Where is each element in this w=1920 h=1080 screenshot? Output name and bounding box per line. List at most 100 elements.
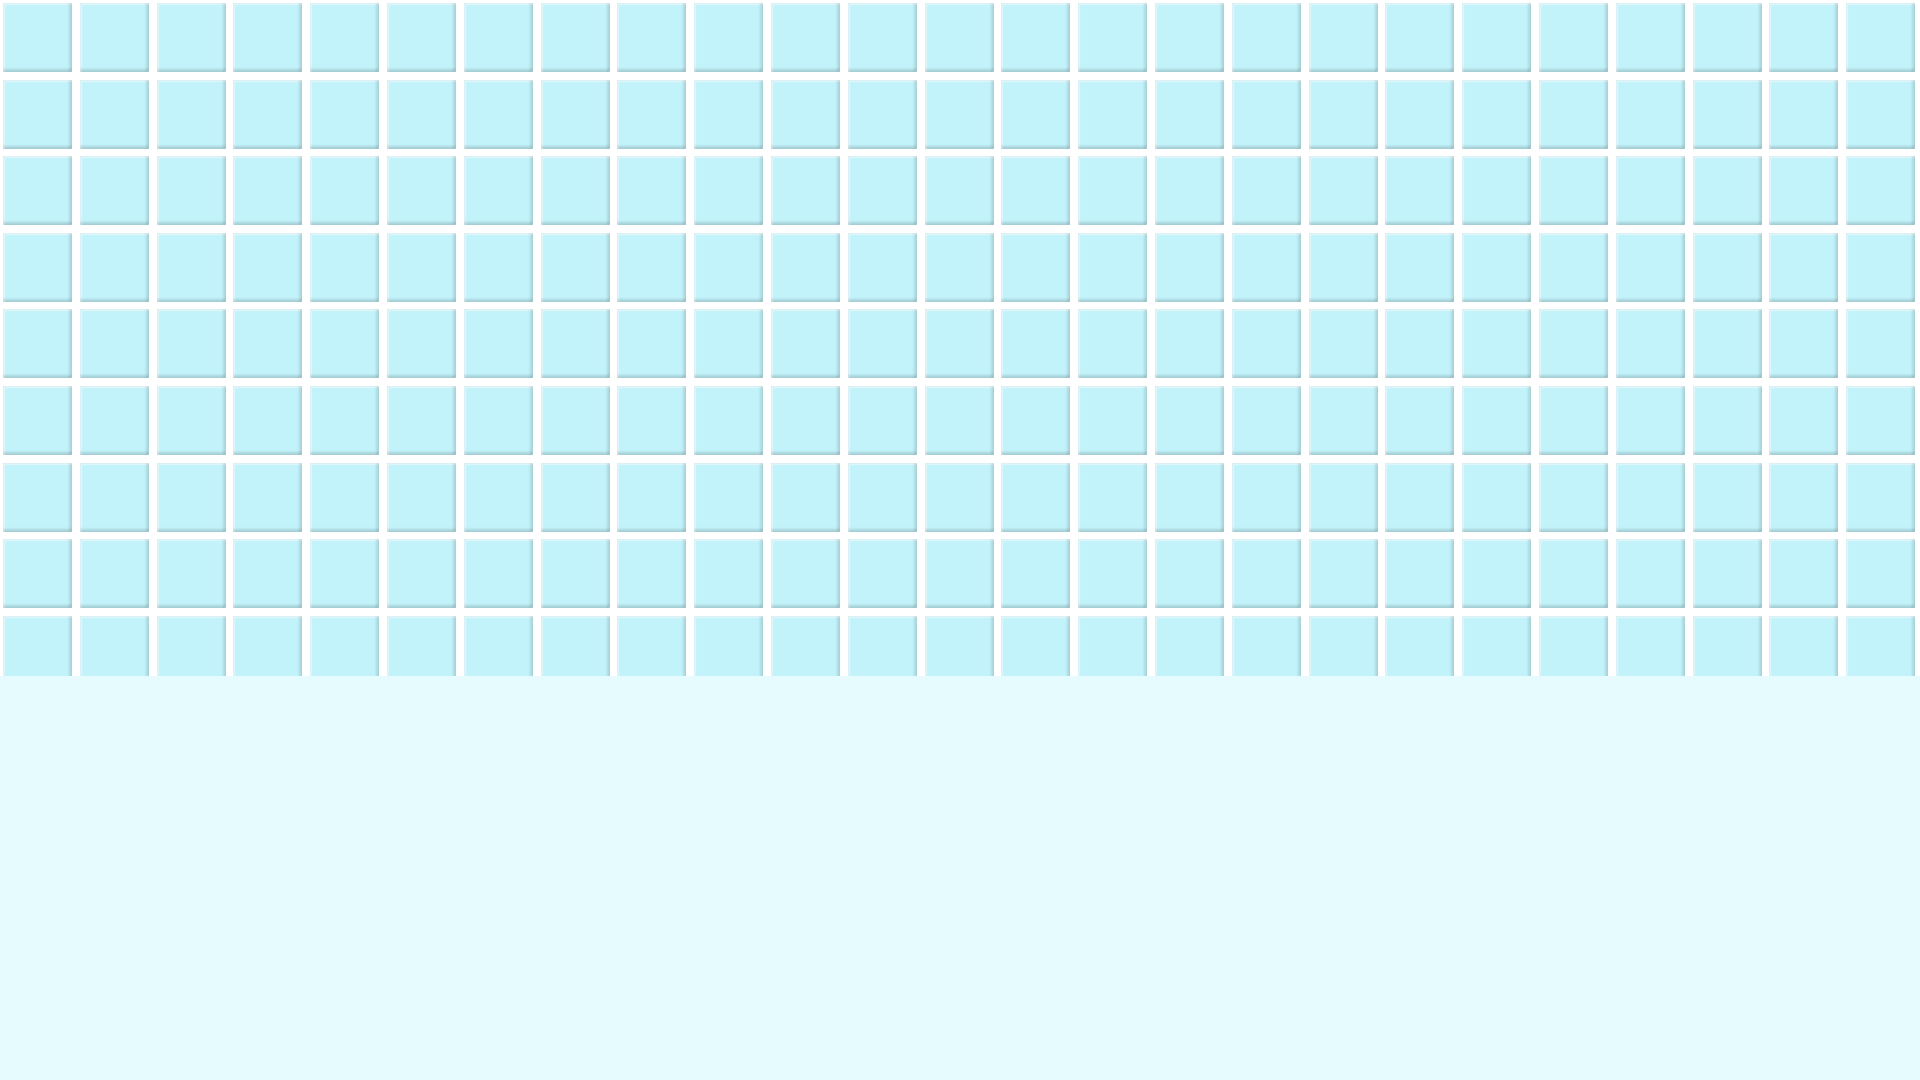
grid-tile[interactable] <box>1078 232 1148 302</box>
grid-tile[interactable] <box>924 309 994 379</box>
grid-tile[interactable] <box>1231 232 1301 302</box>
grid-tile[interactable] <box>1231 309 1301 379</box>
grid-tile[interactable] <box>540 3 610 72</box>
grid-tile[interactable] <box>387 232 456 302</box>
grid-tile[interactable] <box>1001 539 1071 609</box>
grid-tile[interactable] <box>1308 79 1378 149</box>
grid-tile[interactable] <box>1001 79 1071 149</box>
grid-tile[interactable] <box>924 386 994 455</box>
grid-tile[interactable] <box>310 462 380 532</box>
grid-tile[interactable] <box>1078 309 1148 379</box>
grid-tile[interactable] <box>1078 462 1148 532</box>
grid-tile[interactable] <box>3 79 72 149</box>
grid-tile[interactable] <box>156 232 226 302</box>
grid-tile[interactable] <box>1001 3 1071 72</box>
grid-tile[interactable] <box>1308 386 1378 455</box>
grid-tile[interactable] <box>3 232 72 302</box>
grid-tile[interactable] <box>847 3 917 72</box>
grid-tile[interactable] <box>540 79 610 149</box>
grid-tile[interactable] <box>1769 462 1839 532</box>
grid-tile[interactable] <box>540 462 610 532</box>
grid-tile[interactable] <box>1155 79 1224 149</box>
grid-tile[interactable] <box>79 615 149 676</box>
grid-tile[interactable] <box>1769 615 1839 676</box>
grid-tile[interactable] <box>694 386 764 455</box>
grid-tile[interactable] <box>463 462 533 532</box>
grid-tile[interactable] <box>1462 79 1532 149</box>
grid-tile[interactable] <box>310 232 380 302</box>
grid-tile[interactable] <box>1462 309 1532 379</box>
grid-tile[interactable] <box>463 79 533 149</box>
grid-tile[interactable] <box>924 462 994 532</box>
grid-tile[interactable] <box>847 232 917 302</box>
grid-tile[interactable] <box>1001 309 1071 379</box>
grid-tile[interactable] <box>1155 156 1224 226</box>
grid-tile[interactable] <box>387 156 456 226</box>
grid-tile[interactable] <box>1308 539 1378 609</box>
grid-tile[interactable] <box>1001 615 1071 676</box>
grid-tile[interactable] <box>79 3 149 72</box>
grid-tile[interactable] <box>1692 232 1762 302</box>
grid-tile[interactable] <box>1155 386 1224 455</box>
grid-tile[interactable] <box>1539 232 1608 302</box>
grid-tile[interactable] <box>233 462 303 532</box>
grid-tile[interactable] <box>1078 156 1148 226</box>
grid-tile[interactable] <box>233 156 303 226</box>
grid-tile[interactable] <box>1385 462 1455 532</box>
grid-tile[interactable] <box>1078 3 1148 72</box>
grid-tile[interactable] <box>233 79 303 149</box>
grid-tile[interactable] <box>156 615 226 676</box>
grid-tile[interactable] <box>233 386 303 455</box>
grid-tile[interactable] <box>694 539 764 609</box>
grid-tile[interactable] <box>1462 539 1532 609</box>
grid-tile[interactable] <box>1769 232 1839 302</box>
grid-tile[interactable] <box>1385 615 1455 676</box>
grid-tile[interactable] <box>1846 309 1916 379</box>
grid-tile[interactable] <box>1846 3 1916 72</box>
grid-tile[interactable] <box>79 309 149 379</box>
grid-tile[interactable] <box>1462 462 1532 532</box>
grid-tile[interactable] <box>1308 232 1378 302</box>
grid-tile[interactable] <box>924 232 994 302</box>
grid-tile[interactable] <box>387 79 456 149</box>
grid-tile[interactable] <box>79 386 149 455</box>
grid-tile[interactable] <box>1155 615 1224 676</box>
grid-tile[interactable] <box>310 539 380 609</box>
grid-tile[interactable] <box>156 79 226 149</box>
grid-tile[interactable] <box>1615 309 1685 379</box>
grid-tile[interactable] <box>1615 386 1685 455</box>
grid-tile[interactable] <box>156 309 226 379</box>
grid-tile[interactable] <box>387 615 456 676</box>
grid-tile[interactable] <box>1539 79 1608 149</box>
grid-tile[interactable] <box>847 309 917 379</box>
grid-tile[interactable] <box>1846 539 1916 609</box>
grid-tile[interactable] <box>617 386 687 455</box>
grid-tile[interactable] <box>1539 539 1608 609</box>
grid-tile[interactable] <box>1615 615 1685 676</box>
grid-tile[interactable] <box>617 309 687 379</box>
grid-tile[interactable] <box>617 539 687 609</box>
grid-tile[interactable] <box>1385 386 1455 455</box>
grid-tile[interactable] <box>1539 615 1608 676</box>
grid-tile[interactable] <box>1615 79 1685 149</box>
grid-tile[interactable] <box>233 3 303 72</box>
grid-tile[interactable] <box>156 462 226 532</box>
grid-tile[interactable] <box>771 79 840 149</box>
grid-tile[interactable] <box>387 386 456 455</box>
grid-tile[interactable] <box>771 156 840 226</box>
grid-tile[interactable] <box>1692 386 1762 455</box>
grid-tile[interactable] <box>156 386 226 455</box>
grid-tile[interactable] <box>847 79 917 149</box>
grid-tile[interactable] <box>540 309 610 379</box>
grid-tile[interactable] <box>1462 615 1532 676</box>
grid-tile[interactable] <box>1155 462 1224 532</box>
grid-tile[interactable] <box>1769 309 1839 379</box>
grid-tile[interactable] <box>310 156 380 226</box>
grid-tile[interactable] <box>694 79 764 149</box>
grid-tile[interactable] <box>1078 79 1148 149</box>
grid-tile[interactable] <box>1692 79 1762 149</box>
grid-tile[interactable] <box>1692 156 1762 226</box>
grid-tile[interactable] <box>79 232 149 302</box>
grid-tile[interactable] <box>1615 539 1685 609</box>
grid-tile[interactable] <box>3 309 72 379</box>
